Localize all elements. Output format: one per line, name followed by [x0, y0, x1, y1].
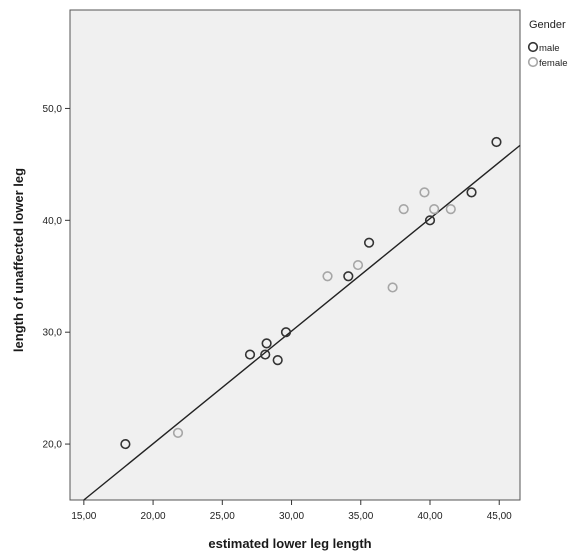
x-tick-label: 45,00 [487, 511, 512, 522]
y-tick-label: 50,0 [43, 104, 63, 115]
legend: Gender male female [527, 19, 568, 69]
data-point-male [272, 355, 283, 366]
data-point-male [260, 349, 271, 360]
legend-title: Gender [529, 19, 566, 31]
data-point-female [429, 204, 440, 215]
x-tick-label: 40,00 [417, 511, 442, 522]
data-point-male [244, 349, 256, 360]
data-point-female [398, 204, 409, 215]
legend-marker-female [527, 56, 539, 68]
x-tick-label: 25,00 [210, 511, 235, 522]
data-point-female [352, 259, 364, 271]
x-axis-title: estimated lower leg length [208, 536, 371, 551]
data-point-male [424, 215, 436, 226]
data-point-male [120, 438, 131, 450]
legend-label-male: male [539, 43, 560, 54]
plot-area-group [69, 9, 521, 501]
data-point-male [343, 271, 354, 282]
axes-group: 15,00 20,00 25,00 30,00 35,00 40,00 45,00 20,0 3… [43, 104, 513, 522]
data-point-male [280, 327, 292, 338]
legend-label-female: female [539, 58, 568, 69]
y-tick-label: 30,0 [43, 328, 63, 339]
plot-background [69, 9, 521, 501]
data-point-female [387, 282, 398, 293]
fit-line [83, 144, 521, 501]
data-point-female [419, 187, 430, 198]
data-point-male [363, 237, 375, 248]
data-point-female [445, 204, 456, 215]
data-point-male [261, 338, 272, 349]
data-point-male [466, 187, 477, 198]
y-tick-label: 40,0 [43, 216, 63, 227]
data-point-male [491, 136, 502, 148]
x-tick-label: 35,00 [348, 511, 373, 522]
data-point-female [322, 271, 333, 282]
x-tick-label: 20,00 [141, 511, 166, 522]
legend-marker-male [527, 41, 539, 53]
y-axis-title: length of unaffected lower leg [11, 168, 26, 352]
data-point-female [172, 427, 184, 438]
y-tick-label: 20,0 [43, 440, 63, 451]
x-tick-label: 15,00 [71, 511, 96, 522]
x-tick-label: 30,00 [279, 511, 304, 522]
